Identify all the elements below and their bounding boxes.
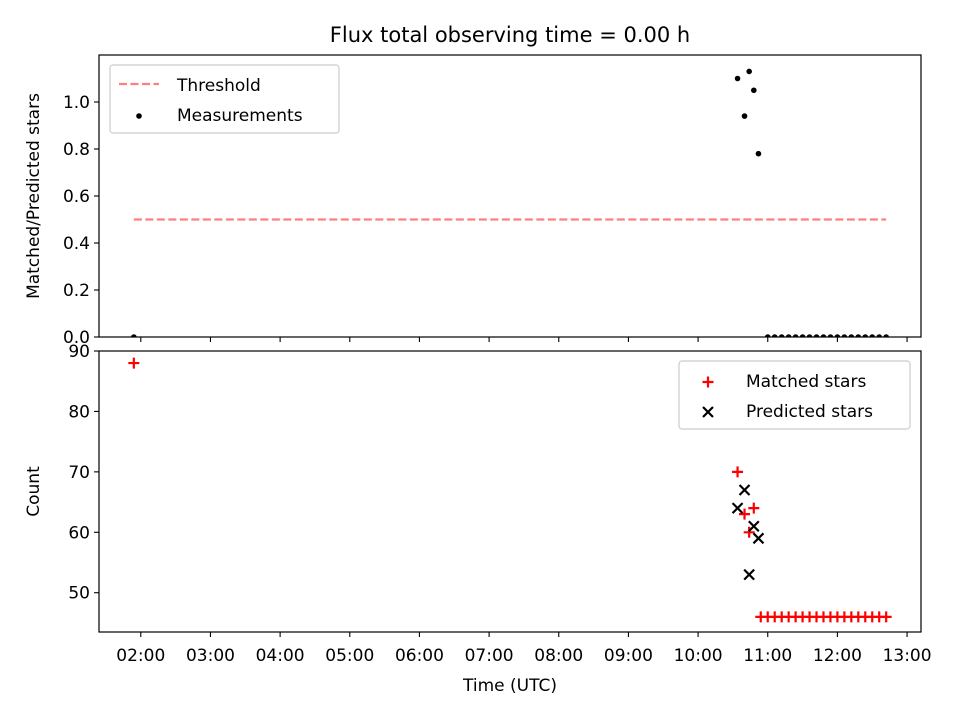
x-tick-label: 11:00 bbox=[743, 646, 792, 666]
y-tick-label: 1.0 bbox=[63, 93, 90, 113]
series-1-point-0 bbox=[731, 502, 744, 514]
series-0-point-16 bbox=[834, 334, 841, 337]
y-tick-label: 60 bbox=[68, 523, 90, 543]
series-0-point-17 bbox=[841, 334, 848, 337]
series-1-point-1 bbox=[738, 484, 751, 496]
x-tick-label: 10:00 bbox=[674, 646, 723, 666]
series-0-point-4 bbox=[748, 502, 760, 514]
series-0-point-0 bbox=[128, 357, 140, 369]
series-0-point-18 bbox=[848, 334, 855, 337]
series-0-point-1 bbox=[734, 75, 741, 82]
legend-box bbox=[109, 64, 340, 134]
y-tick-label: 50 bbox=[68, 584, 90, 604]
series-0-point-3 bbox=[743, 526, 755, 538]
legend-marker-0 bbox=[702, 376, 714, 388]
series-0-point-20 bbox=[862, 334, 869, 337]
x-tick-label: 04:00 bbox=[256, 646, 305, 666]
legend-label-1: Predicted stars bbox=[746, 402, 873, 422]
legend-label-0: Threshold bbox=[176, 76, 261, 96]
series-0-point-23 bbox=[880, 611, 892, 623]
x-tick-label: 06:00 bbox=[395, 646, 444, 666]
x-axis-label: Time (UTC) bbox=[462, 676, 557, 696]
series-0-point-7 bbox=[771, 334, 778, 337]
x-tick-label: 09:00 bbox=[604, 646, 653, 666]
x-tick-label: 02:00 bbox=[116, 646, 165, 666]
series-1-point-3 bbox=[748, 520, 760, 533]
y-tick-label: 80 bbox=[68, 402, 90, 422]
x-tick-label: 12:00 bbox=[813, 646, 862, 666]
series-0-point-2 bbox=[741, 113, 748, 119]
series-0-point-8 bbox=[778, 334, 785, 337]
series-0-point-12 bbox=[806, 334, 813, 337]
figure-title: Flux total observing time = 0.00 h bbox=[330, 23, 690, 47]
x-tick-label: 05:00 bbox=[325, 646, 374, 666]
series-0-point-2 bbox=[739, 508, 751, 520]
legend-label-0: Matched stars bbox=[746, 372, 866, 392]
y-tick-label: 0.4 bbox=[63, 234, 90, 254]
y-axis-label: Matched/Predicted stars bbox=[24, 93, 44, 299]
legend-box bbox=[678, 360, 911, 430]
series-1-point-4 bbox=[752, 532, 765, 545]
y-tick-label: 90 bbox=[68, 342, 90, 362]
legend-label-1: Measurements bbox=[177, 106, 303, 126]
series-0-point-19 bbox=[855, 334, 862, 337]
series-0-point-21 bbox=[869, 334, 876, 337]
series-0-point-5 bbox=[755, 150, 762, 157]
series-1-point-2 bbox=[743, 568, 755, 581]
plot-area bbox=[128, 357, 892, 623]
axes-frame bbox=[98, 350, 922, 633]
y-tick-label: 0.8 bbox=[63, 140, 90, 160]
series-0-point-23 bbox=[883, 334, 889, 337]
series-0-point-15 bbox=[827, 334, 834, 337]
legend-marker-1 bbox=[702, 406, 714, 418]
legend: Threshold Measurements bbox=[109, 64, 340, 134]
series-0-point-11 bbox=[799, 334, 806, 337]
series-0-point-6 bbox=[764, 334, 771, 337]
y-tick-label: 0.6 bbox=[63, 187, 90, 207]
series-0-point-4 bbox=[751, 87, 757, 94]
legend-marker-1 bbox=[136, 113, 142, 119]
x-tick-label: 08:00 bbox=[534, 646, 583, 666]
series-0-point-10 bbox=[792, 334, 799, 337]
legend: Matched stars Predicted stars bbox=[678, 360, 911, 430]
x-tick-label: 03:00 bbox=[186, 646, 235, 666]
y-axis-label: Count bbox=[24, 466, 44, 517]
series-0-point-0 bbox=[131, 334, 137, 337]
y-tick-label: 70 bbox=[68, 463, 90, 483]
x-tick-label: 13:00 bbox=[883, 646, 932, 666]
series-0-point-9 bbox=[785, 334, 792, 337]
bottom-panel-counts: 50 60 70 80 90 02:00 03:00 04:00 05:00 06:00 07:00… bbox=[24, 342, 932, 696]
series-0-point-1 bbox=[732, 466, 744, 478]
series-0-point-3 bbox=[746, 68, 752, 75]
y-tick-label: 0.0 bbox=[63, 328, 90, 348]
series-0-point-14 bbox=[820, 334, 827, 337]
series-0-point-13 bbox=[813, 334, 820, 337]
plot-area bbox=[131, 68, 889, 337]
y-tick-label: 0.2 bbox=[63, 281, 90, 301]
x-tick-label: 07:00 bbox=[465, 646, 514, 666]
top-panel-ratio: 0.0 0.2 0.4 0.6 0.8 1.0 Matched/Predicted star… bbox=[24, 54, 922, 348]
series-0-point-22 bbox=[876, 334, 883, 337]
